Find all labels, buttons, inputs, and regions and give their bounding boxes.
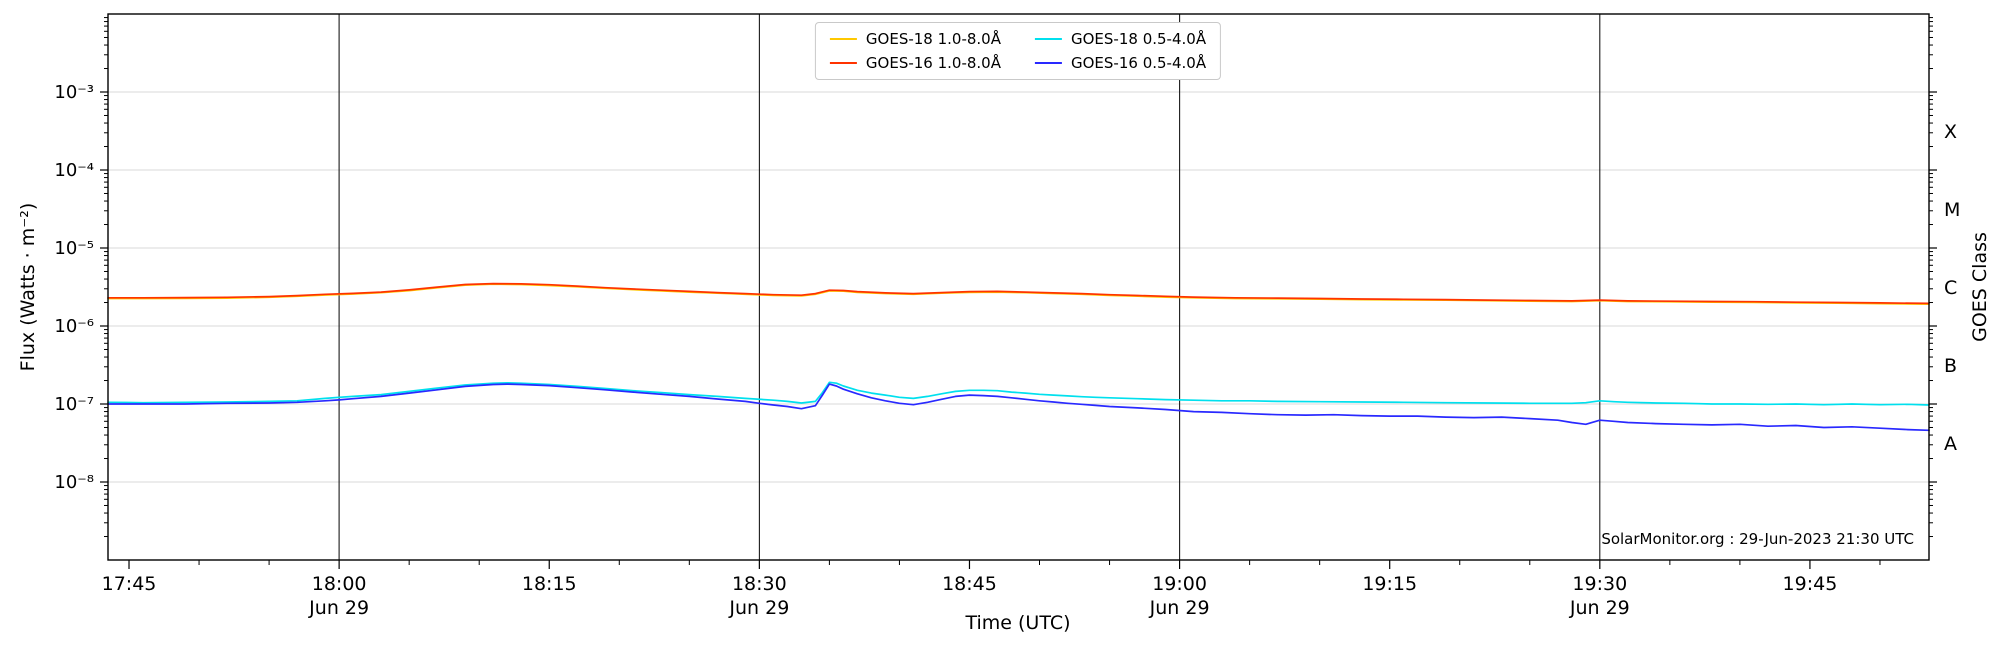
- series-line-goes-18-short: [107, 381, 1930, 406]
- x-tick-label: 19:30: [1572, 573, 1627, 595]
- goes-class-letter-m: M: [1944, 199, 1960, 221]
- legend-label-goes16-long: GOES-16 1.0-8.0Å: [865, 54, 1001, 72]
- series-line-goes-16-short: [107, 383, 1930, 432]
- legend-item-goes16-long: GOES-16 1.0-8.0Å: [829, 54, 1001, 72]
- legend-label-goes18-long: GOES-18 1.0-8.0Å: [865, 30, 1001, 48]
- legend-line-swatch-goes18-long: [829, 37, 857, 41]
- y-tick-label: 10⁻⁵: [54, 238, 94, 259]
- right-axis-title: GOES Class: [1969, 232, 1991, 342]
- x-tick-sublabel: Jun 29: [728, 597, 789, 619]
- plot-border: [107, 13, 1930, 561]
- legend-item-goes16-short: GOES-16 0.5-4.0Å: [1035, 54, 1206, 72]
- x-tick-sublabel: Jun 29: [308, 597, 369, 619]
- x-tick-label: 18:30: [732, 573, 787, 595]
- x-tick-sublabel: Jun 29: [1569, 597, 1630, 619]
- legend-label-goes16-short: GOES-16 0.5-4.0Å: [1071, 54, 1207, 72]
- goes-class-letter-c: C: [1944, 277, 1957, 299]
- y-axis-title: Flux (Watts · m⁻²): [17, 202, 39, 372]
- source-annotation: SolarMonitor.org : 29-Jun-2023 21:30 UTC: [1601, 530, 1914, 548]
- legend-item-goes18-short: GOES-18 0.5-4.0Å: [1035, 30, 1206, 48]
- legend-label-goes18-short: GOES-18 0.5-4.0Å: [1071, 30, 1207, 48]
- x-tick-label: 18:00: [312, 573, 367, 595]
- legend-item-goes18-long: GOES-18 1.0-8.0Å: [829, 30, 1001, 48]
- x-tick-label: 18:45: [942, 573, 997, 595]
- x-tick-label: 19:15: [1362, 573, 1417, 595]
- y-tick-label: 10⁻³: [54, 82, 94, 103]
- x-tick-label: 19:00: [1152, 573, 1207, 595]
- goes-class-letter-x: X: [1944, 121, 1957, 143]
- x-tick-label: 18:15: [522, 573, 577, 595]
- chart-legend: GOES-18 1.0-8.0Å GOES-16 1.0-8.0Å GOES-1…: [814, 22, 1222, 80]
- x-tick-label: 17:45: [102, 573, 157, 595]
- legend-line-swatch-goes16-long: [829, 61, 857, 65]
- goes-class-letter-a: A: [1944, 433, 1957, 455]
- series-line-goes-16-long: [107, 282, 1930, 305]
- y-tick-label: 10⁻⁴: [54, 160, 94, 181]
- y-tick-label: 10⁻⁸: [54, 472, 94, 493]
- legend-line-swatch-goes18-short: [1035, 37, 1062, 41]
- y-tick-label: 10⁻⁶: [54, 316, 94, 337]
- x-axis-title: Time (UTC): [965, 612, 1071, 634]
- x-tick-label: 19:45: [1783, 573, 1838, 595]
- y-tick-label: 10⁻⁷: [54, 394, 94, 415]
- legend-line-swatch-goes16-short: [1035, 61, 1062, 65]
- goes-class-letter-b: B: [1944, 355, 1957, 377]
- x-tick-sublabel: Jun 29: [1149, 597, 1210, 619]
